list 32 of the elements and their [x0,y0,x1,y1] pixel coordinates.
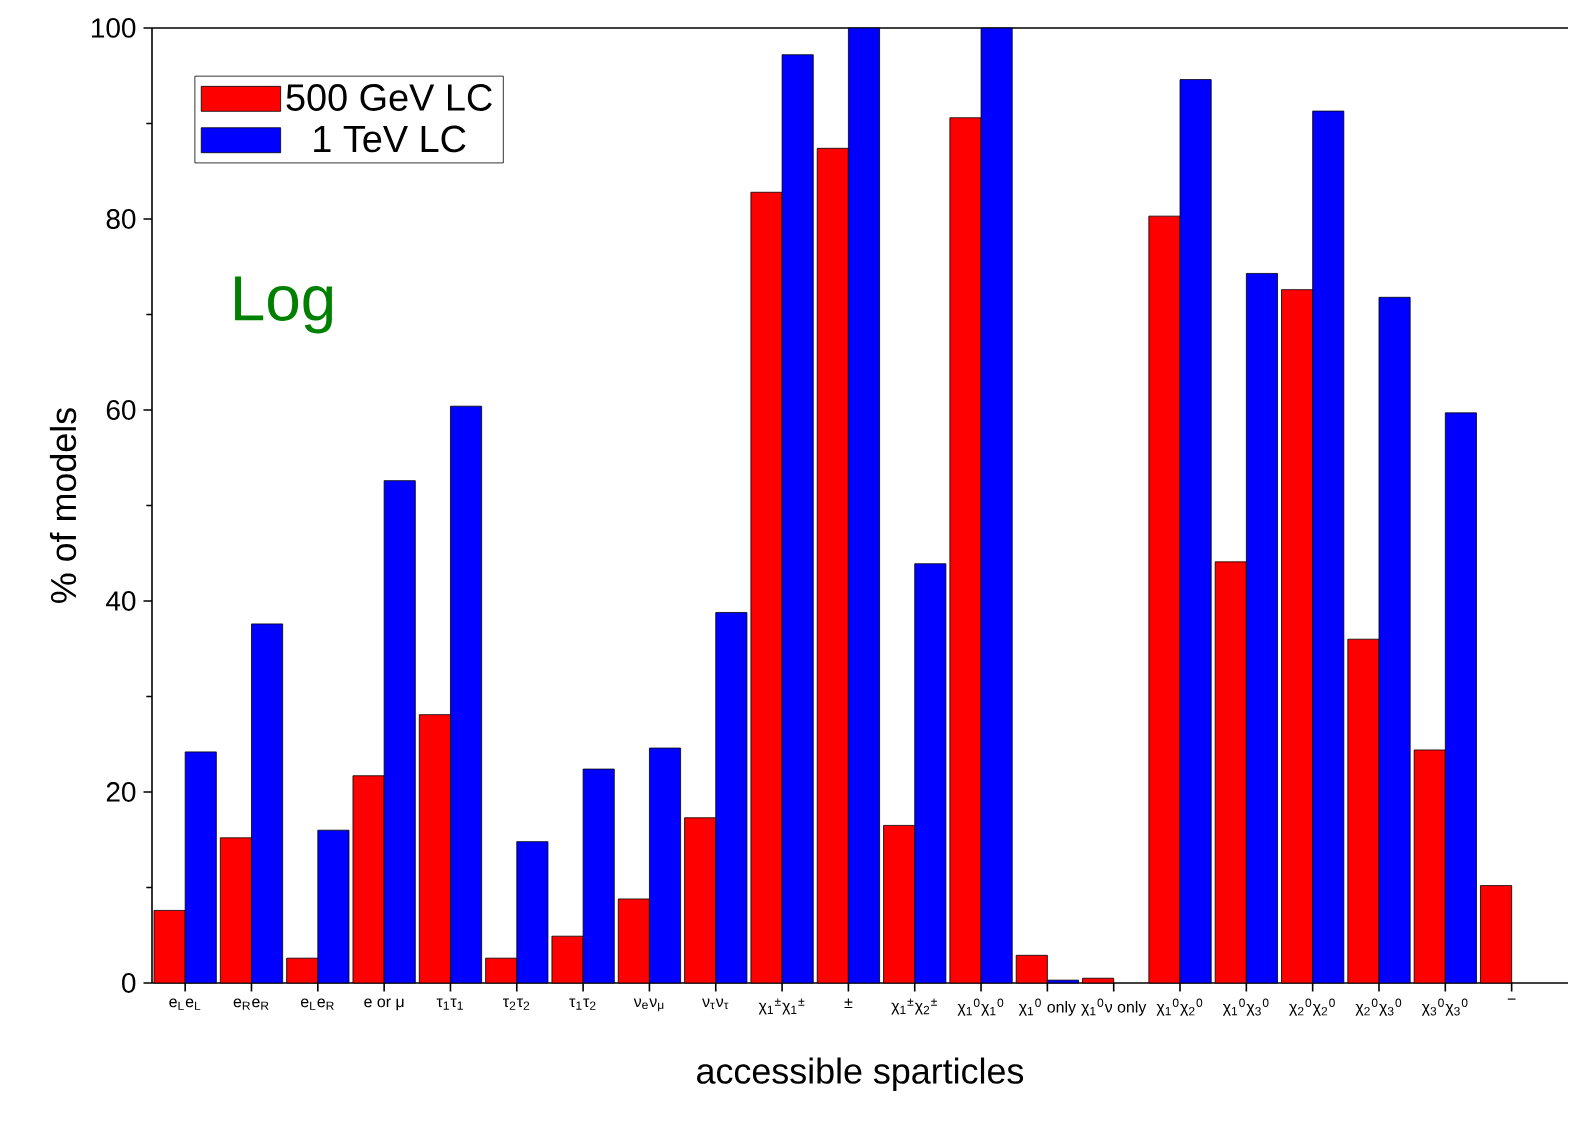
x-tick-label: τ$_{2}$τ$_{2}$ [503,998,530,1010]
x-tick-label: χ$_{1}$$^{0}$ only [1018,998,1076,1016]
legend-label: 500 GeV LC [286,84,492,111]
y-tick-label: 80 [106,209,136,229]
x-tick-label: χ$_{1}$$^{0}$ν only [1081,998,1147,1016]
x-tick-label: e or μ [364,998,404,1011]
x-tick-label: τ$_{1}$τ$_{1}$ [436,998,463,1010]
y-tick-label: 20 [106,782,136,802]
x-tick-label: χ$_{1}$$^{±}$χ$_{2}$± [891,998,937,1015]
legend-label: 1 TeV LC [314,125,466,153]
x-tick-label: ν$_{τ}$ν$_{τ}$ [702,998,729,1010]
x-tick-label: ν$_{e}$ν$_{μ}$ [633,998,664,1012]
x-tick-label: χ$_{1}$$^{±}$χ$_{1}$± [758,998,805,1015]
x-tick-label: χ$_{1}$$^{0}$χ$_{3}$0 [1222,998,1269,1016]
x-tick-label: χ$_{2}$$^{0}$χ$_{3}$0 [1355,998,1402,1016]
x-tick-label: χ$_{2}$$^{0}$χ$_{2}$0 [1289,998,1335,1016]
x-tick-label: χ$_{3}$$^{0}$χ$_{3}$0 [1421,998,1468,1016]
x-tick-label: ± [844,998,853,1009]
y-axis-title: % of models [49,408,77,603]
x-axis-title: accessible sparticles [697,1057,1024,1091]
annotation: Log [235,276,333,334]
y-tick-label: 0 [122,973,136,993]
x-tick-label: e$_{R}$e$_{R}$ [233,998,269,1010]
x-tick-label: χ$_{1}$$^{0}$χ$_{2}$0 [1156,998,1203,1016]
x-tick-label: τ$_{1}$τ$_{2}$ [569,998,596,1010]
x-tick-label: e$_{L}$e$_{L}$ [169,998,201,1010]
x-tick-label: χ$_{1}$$^{0}$χ$_{1}$0 [957,998,1004,1016]
y-tick-label: 100 [92,18,136,38]
y-tick-label: 60 [106,400,136,420]
x-tick-label: − [1507,998,1516,1000]
y-tick-label: 40 [106,591,136,611]
x-tick-label: e$_{L}$e$_{R}$ [300,998,334,1010]
